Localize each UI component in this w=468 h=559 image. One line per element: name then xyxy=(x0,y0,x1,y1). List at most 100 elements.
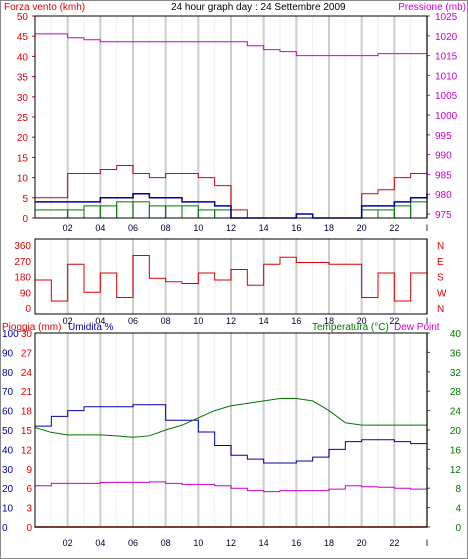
pressure-tick-label: 985 xyxy=(435,170,452,181)
direction-compass-label: N xyxy=(437,304,444,315)
header-wind-label: Forza vento (kmh) xyxy=(4,2,85,13)
x-tick-label: 22 xyxy=(389,538,399,548)
x-tick-label: 22 xyxy=(389,316,399,326)
pressure-tick-label: 1020 xyxy=(435,32,458,43)
rain-tick-label: 27 xyxy=(21,348,33,359)
humidity-tick-label: 30 xyxy=(2,465,14,476)
humidity-tick-label: 50 xyxy=(2,426,14,437)
x-tick-label: 12 xyxy=(226,316,236,326)
x-tick-label: 08 xyxy=(161,316,171,326)
x-tick-label: 16 xyxy=(291,538,301,548)
rain-tick-label: 15 xyxy=(21,426,33,437)
temperature-tick-label: 36 xyxy=(450,348,462,359)
x-tick-label: 12 xyxy=(226,538,236,548)
wind-tick-label: 20 xyxy=(17,133,29,144)
temperature-tick-label: 8 xyxy=(455,484,461,495)
wind-tick-label: 50 xyxy=(17,12,29,23)
direction-compass-label: N xyxy=(437,241,444,252)
humidity-axis-label: Umidita % xyxy=(68,322,114,333)
wind-tick-label: 45 xyxy=(17,32,29,43)
x-tick-label: 20 xyxy=(357,223,367,233)
x-tick-label: 14 xyxy=(259,538,269,548)
panel-border-temp_humidity xyxy=(34,332,428,528)
x-tick-label: 04 xyxy=(95,538,105,548)
humidity-tick-label: 90 xyxy=(2,348,14,359)
panel-border-wind_pressure xyxy=(34,15,428,219)
x-tick-label: 14 xyxy=(259,316,269,326)
humidity-tick-label: 80 xyxy=(2,368,14,379)
pressure-line xyxy=(35,33,427,57)
x-tick-label: I xyxy=(426,316,429,326)
direction-tick-label: 270 xyxy=(14,257,31,268)
x-tick-label: 02 xyxy=(63,538,73,548)
x-tick-label: 20 xyxy=(357,538,367,548)
humidity-tick-label: 0 xyxy=(2,523,8,534)
direction-tick-label: 90 xyxy=(20,288,32,299)
temperature-tick-label: 40 xyxy=(450,329,462,340)
wind-tick-label: 35 xyxy=(17,73,29,84)
direction-compass-label: W xyxy=(437,288,447,299)
humidity-line xyxy=(35,404,427,464)
x-tick-label: 18 xyxy=(324,538,334,548)
pressure-tick-label: 1000 xyxy=(435,111,458,122)
humidity-tick-label: 40 xyxy=(2,445,14,456)
wind-tick-label: 40 xyxy=(17,52,29,63)
x-tick-label: 16 xyxy=(291,223,301,233)
temperature-tick-label: 4 xyxy=(455,504,461,515)
x-tick-label: 20 xyxy=(357,316,367,326)
temperature-axis-label: Temperatura (°C) xyxy=(312,322,389,333)
wind-tick-label: 25 xyxy=(17,113,29,124)
direction-tick-label: 180 xyxy=(14,273,31,284)
x-tick-label: 08 xyxy=(161,223,171,233)
temperature-tick-label: 32 xyxy=(450,368,462,379)
x-tick-label: 12 xyxy=(226,223,236,233)
pressure-tick-label: 975 xyxy=(435,210,452,221)
x-tick-label: 06 xyxy=(128,316,138,326)
humidity-tick-label: 70 xyxy=(2,387,14,398)
x-tick-label: 18 xyxy=(324,316,334,326)
humidity-tick-label: 60 xyxy=(2,407,14,418)
x-tick-label: 14 xyxy=(259,223,269,233)
rain-tick-label: 0 xyxy=(26,523,32,534)
wind-tick-label: 0 xyxy=(22,214,28,225)
pressure-tick-label: 1015 xyxy=(435,52,458,63)
temperature-line xyxy=(34,397,427,438)
wind-tick-label: 10 xyxy=(17,174,29,185)
rain-axis-label: Pioggia (mm) xyxy=(2,322,61,333)
x-tick-label: 06 xyxy=(128,223,138,233)
rain-tick-label: 3 xyxy=(26,504,32,515)
humidity-tick-label: 10 xyxy=(2,504,14,515)
wind-direction-line xyxy=(35,255,428,302)
rain-tick-label: 12 xyxy=(21,445,33,456)
x-tick-label: 18 xyxy=(324,223,334,233)
wind-tick-label: 15 xyxy=(17,153,29,164)
header-title: 24 hour graph day : 24 Settembre 2009 xyxy=(171,2,346,13)
direction-tick-label: 0 xyxy=(25,304,31,315)
pressure-tick-label: 990 xyxy=(435,151,452,162)
x-tick-label: 06 xyxy=(128,538,138,548)
temperature-tick-label: 12 xyxy=(450,465,462,476)
panel-border-wind_direction xyxy=(34,238,428,315)
x-tick-label: 10 xyxy=(193,316,203,326)
humidity-tick-label: 20 xyxy=(2,484,14,495)
direction-compass-label: E xyxy=(437,257,444,268)
rain-tick-label: 6 xyxy=(26,484,32,495)
humidity-tick-label: 100 xyxy=(2,329,19,340)
rain-tick-label: 24 xyxy=(21,368,33,379)
wind-tick-label: 30 xyxy=(17,93,29,104)
header-pressure-label: Pressione (mb) xyxy=(398,2,466,13)
pressure-tick-label: 995 xyxy=(435,131,452,142)
x-tick-label: I xyxy=(426,223,429,233)
x-tick-label: 04 xyxy=(95,316,105,326)
wind-tick-label: 5 xyxy=(22,194,28,205)
pressure-tick-label: 1010 xyxy=(435,71,458,82)
pressure-tick-label: 980 xyxy=(435,190,452,201)
dewpoint-axis-label: Dew Point xyxy=(394,322,440,333)
wind-speed-line xyxy=(35,164,427,219)
temperature-tick-label: 0 xyxy=(455,523,461,534)
x-tick-label: I xyxy=(426,538,429,548)
x-tick-label: 10 xyxy=(193,538,203,548)
pressure-tick-label: 1025 xyxy=(435,12,458,23)
